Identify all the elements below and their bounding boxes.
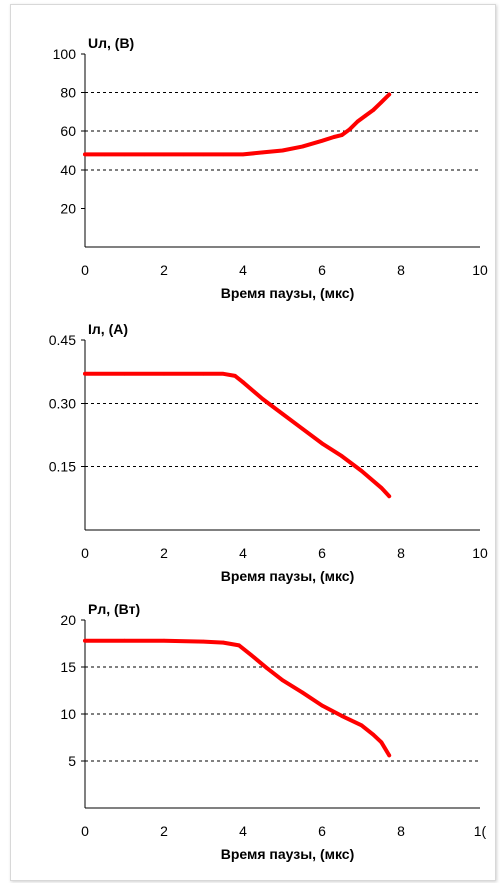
x-axis-label: Время паузы, (мкс) xyxy=(221,846,355,862)
data-series-line xyxy=(83,371,392,499)
x-tick-label: 0 xyxy=(81,545,89,561)
data-point xyxy=(241,152,245,157)
x-tick-label: 8 xyxy=(397,545,405,561)
data-point xyxy=(181,152,186,157)
data-point xyxy=(249,652,253,657)
data-point xyxy=(371,732,376,737)
data-point xyxy=(320,703,324,708)
data-point xyxy=(379,740,384,744)
data-point xyxy=(122,638,127,643)
data-point xyxy=(162,371,166,376)
data-point xyxy=(201,371,206,376)
data-point xyxy=(339,714,344,718)
y-tick-label: 20 xyxy=(60,200,76,216)
y-tick-label: 60 xyxy=(60,123,76,139)
data-point xyxy=(300,426,305,431)
data-point xyxy=(122,152,127,157)
x-tick-label: 10 xyxy=(472,545,488,561)
data-point xyxy=(387,494,391,499)
y-tick-label: 0.15 xyxy=(49,459,76,475)
x-axis-label: Время паузы, (мкс) xyxy=(221,285,355,301)
x-tick-label: 10 xyxy=(472,262,488,278)
y-tick-label: 5 xyxy=(68,753,76,769)
data-point xyxy=(387,92,391,97)
data-point xyxy=(233,374,237,378)
data-point xyxy=(162,638,166,643)
y-tick-label: 15 xyxy=(60,659,76,675)
data-point xyxy=(320,139,324,143)
x-tick-label: 8 xyxy=(397,823,405,839)
x-axis-label: Время паузы, (мкс) xyxy=(221,568,355,584)
data-point xyxy=(122,371,127,376)
x-tick-label: 2 xyxy=(160,262,168,278)
data-point xyxy=(280,148,285,153)
data-point xyxy=(221,152,226,157)
data-point xyxy=(332,135,336,139)
data-point xyxy=(359,723,364,728)
data-point xyxy=(371,108,376,112)
data-point xyxy=(300,144,305,149)
data-point xyxy=(355,119,360,124)
x-tick-label: 6 xyxy=(318,545,326,561)
data-point xyxy=(260,397,265,401)
y-axis-label: Iл, (А) xyxy=(88,321,128,337)
data-point xyxy=(241,380,245,385)
data-point xyxy=(142,152,147,157)
data-point xyxy=(83,152,87,157)
data-point xyxy=(201,639,206,644)
data-point xyxy=(201,152,206,157)
x-tick-label: 4 xyxy=(239,823,247,839)
data-series-line xyxy=(83,92,392,157)
data-point xyxy=(83,371,87,376)
y-tick-label: 40 xyxy=(60,162,76,178)
y-tick-label: 20 xyxy=(60,612,76,628)
data-point xyxy=(280,678,285,682)
data-point xyxy=(83,638,87,643)
data-point xyxy=(260,150,265,155)
data-point xyxy=(339,454,344,458)
y-axis-label: Uл, (В) xyxy=(88,35,134,51)
data-point xyxy=(102,152,107,157)
data-point xyxy=(359,469,364,473)
data-point xyxy=(387,753,391,758)
x-tick-label: 0 xyxy=(81,823,89,839)
y-tick-label: 10 xyxy=(60,706,76,722)
data-point xyxy=(264,666,269,670)
data-point xyxy=(162,152,166,157)
data-series-line xyxy=(83,638,392,758)
figure-frame xyxy=(10,4,496,881)
data-point xyxy=(237,643,241,648)
y-tick-label: 100 xyxy=(53,46,77,62)
data-point xyxy=(379,100,384,105)
x-tick-label: 2 xyxy=(160,545,168,561)
x-tick-label: 6 xyxy=(318,823,326,839)
y-tick-label: 0.45 xyxy=(49,332,76,348)
data-point xyxy=(320,441,324,446)
data-point xyxy=(300,690,305,695)
data-point xyxy=(221,371,226,376)
x-tick-label: 1( xyxy=(474,823,487,839)
x-tick-label: 6 xyxy=(318,262,326,278)
x-tick-label: 2 xyxy=(160,823,168,839)
data-point xyxy=(221,640,226,645)
data-point xyxy=(379,485,384,490)
y-tick-label: 0.30 xyxy=(49,395,76,411)
y-tick-label: 80 xyxy=(60,85,76,101)
x-tick-label: 8 xyxy=(397,262,405,278)
x-tick-label: 4 xyxy=(239,262,247,278)
data-point xyxy=(280,412,285,416)
data-point xyxy=(347,127,352,132)
x-tick-label: 0 xyxy=(81,262,89,278)
y-axis-label: Рл, (Вт) xyxy=(88,601,140,617)
x-tick-label: 4 xyxy=(239,545,247,561)
data-point xyxy=(363,113,368,118)
data-point xyxy=(339,133,344,137)
